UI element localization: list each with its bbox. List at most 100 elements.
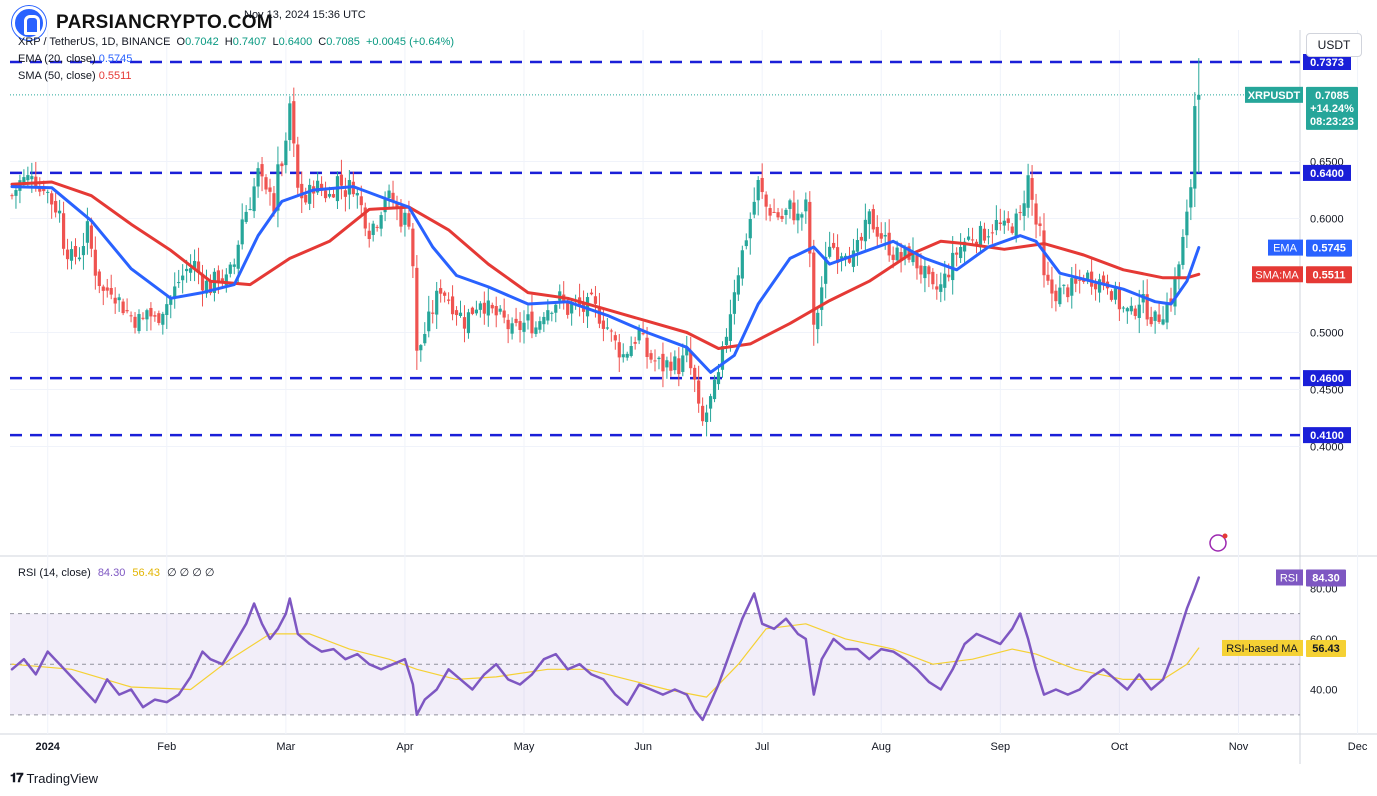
candle-body bbox=[597, 306, 602, 324]
candle-body bbox=[851, 250, 856, 267]
currency-selector[interactable]: USDT bbox=[1306, 33, 1362, 57]
sma-name-tag-label: SMA:MA bbox=[1255, 269, 1299, 281]
candle-body bbox=[931, 271, 935, 285]
time-tick-label: May bbox=[514, 741, 535, 753]
candle-body bbox=[812, 252, 816, 325]
candle-body bbox=[46, 191, 50, 193]
level-tag-label: 0.4600 bbox=[1310, 373, 1344, 385]
tradingview-logo[interactable]: 𝟏𝟕 TradingView bbox=[10, 770, 98, 786]
candle-body bbox=[240, 219, 244, 245]
candle-body bbox=[990, 232, 994, 234]
candle-body bbox=[486, 300, 490, 316]
candle-body bbox=[550, 312, 554, 314]
candle-body bbox=[478, 303, 482, 310]
candle-body bbox=[137, 314, 141, 332]
rsi-legend[interactable]: RSI (14, close) 84.30 56.43 ∅ ∅ ∅ ∅ bbox=[18, 566, 215, 579]
candle-body bbox=[633, 341, 637, 344]
candle-body bbox=[415, 267, 419, 351]
candle-body bbox=[1129, 305, 1133, 312]
candle-body bbox=[272, 193, 276, 212]
candle-body bbox=[97, 271, 101, 287]
open-label: O bbox=[176, 36, 186, 48]
candle-body bbox=[708, 396, 713, 409]
candle-body bbox=[772, 211, 776, 213]
candle-body bbox=[339, 174, 344, 186]
candle-body bbox=[986, 236, 991, 238]
candle-body bbox=[788, 200, 792, 209]
candle-body bbox=[161, 313, 165, 325]
time-tick-label: Feb bbox=[157, 741, 176, 753]
candle-body bbox=[657, 357, 661, 360]
indicator-lines bbox=[10, 180, 1201, 722]
candle-body bbox=[383, 199, 387, 213]
rsi-tag bbox=[1306, 569, 1346, 587]
candle-body bbox=[903, 247, 907, 258]
ema-legend[interactable]: EMA (20, close) 0.5745 bbox=[18, 53, 132, 65]
candle-body bbox=[959, 247, 963, 259]
sma-legend[interactable]: SMA (50, close) 0.5511 bbox=[18, 70, 132, 82]
candle-body bbox=[14, 190, 18, 196]
tradingview-text: TradingView bbox=[26, 770, 99, 786]
candle-body bbox=[22, 177, 26, 185]
candle-body bbox=[701, 405, 705, 422]
candle-body bbox=[1181, 236, 1185, 265]
candle-body bbox=[510, 323, 514, 334]
candle-body bbox=[1193, 106, 1197, 189]
rsi-name-tag-label: RSI bbox=[1280, 572, 1298, 584]
rsi-line bbox=[10, 576, 1201, 722]
candle-body bbox=[645, 337, 649, 357]
candle-body bbox=[157, 313, 161, 323]
symbol-tag bbox=[1245, 86, 1303, 103]
candle-body bbox=[716, 372, 721, 385]
candle-body bbox=[720, 346, 725, 370]
candle-body bbox=[756, 180, 760, 201]
candle-body bbox=[820, 287, 824, 310]
candle-body bbox=[808, 201, 812, 254]
candle-body bbox=[284, 140, 288, 166]
candle-body bbox=[1002, 220, 1006, 226]
candle-body bbox=[494, 306, 498, 316]
candle-body bbox=[1062, 284, 1066, 286]
candle-body bbox=[173, 286, 177, 298]
candle-body bbox=[653, 360, 657, 362]
candle-body bbox=[570, 304, 574, 314]
candle-body bbox=[514, 318, 518, 323]
candle-body bbox=[712, 379, 717, 400]
candle-body bbox=[1058, 287, 1062, 305]
last-price-tag-label: 0.7085 bbox=[1315, 90, 1349, 102]
candle-body bbox=[522, 322, 526, 332]
time-tick-label: Sep bbox=[991, 741, 1011, 753]
candle-body bbox=[208, 280, 213, 294]
candle-body bbox=[685, 348, 689, 356]
last-price-tag-label: 08:23:23 bbox=[1310, 116, 1354, 128]
candle-body bbox=[73, 245, 78, 257]
publish-note: Nov 13, 2024 15:36 UTC bbox=[244, 9, 366, 21]
candle-body bbox=[200, 273, 205, 291]
candle-body bbox=[1030, 178, 1034, 200]
candle-body bbox=[1034, 203, 1038, 225]
candle-body bbox=[955, 252, 959, 255]
candle-body bbox=[867, 211, 871, 225]
symbol-legend[interactable]: XRP / TetherUS, 1D, BINANCE O0.7042 H0.7… bbox=[18, 36, 454, 48]
candle-body bbox=[26, 175, 30, 181]
candle-body bbox=[145, 310, 149, 320]
level-tag bbox=[1303, 370, 1351, 387]
candle-body bbox=[38, 187, 42, 192]
candle-body bbox=[435, 290, 439, 315]
candle-body bbox=[697, 380, 701, 404]
alert-icon bbox=[1209, 534, 1227, 552]
time-tick-label: Oct bbox=[1111, 741, 1128, 753]
rsi-legend-value: 84.30 bbox=[97, 567, 126, 579]
candle-body bbox=[133, 316, 137, 328]
candle-body bbox=[1121, 307, 1125, 309]
candle-body bbox=[776, 212, 780, 218]
candle-body bbox=[308, 184, 312, 204]
candle-body bbox=[419, 345, 423, 351]
candle-body bbox=[601, 320, 605, 329]
rsi-tick-label: 40.00 bbox=[1310, 685, 1338, 697]
candle-body bbox=[431, 312, 435, 314]
candle-body bbox=[891, 254, 895, 260]
candle-body bbox=[784, 209, 788, 215]
